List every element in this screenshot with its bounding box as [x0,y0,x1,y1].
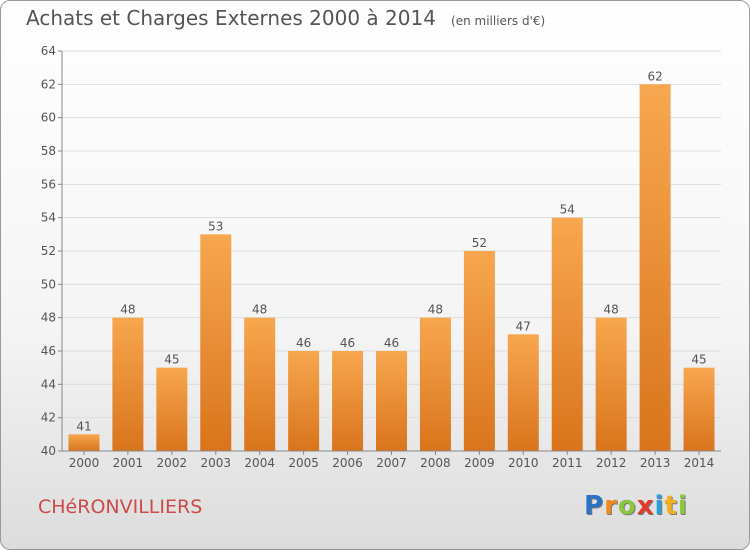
bar [507,334,539,451]
bar-value-label: 45 [691,353,706,367]
x-tick-label: 2010 [508,456,539,470]
x-tick-label: 2012 [596,456,627,470]
x-tick-label: 2014 [684,456,715,470]
bar [595,317,627,451]
x-tick-label: 2008 [420,456,451,470]
bar [376,351,407,451]
x-tick-label: 2004 [244,456,275,470]
title-row: Achats et Charges Externes 2000 à 2014 (… [26,6,545,30]
x-tick-label: 2005 [288,456,319,470]
x-tick-label: 2001 [113,456,144,470]
logo-letter: t [664,491,678,521]
y-tick-label: 52 [41,244,56,258]
bar [156,367,188,451]
bar-value-label: 62 [647,69,662,83]
bar [112,317,144,451]
x-tick-label: 2009 [464,456,495,470]
chart-title: Achats et Charges Externes 2000 à 2014 [26,6,436,30]
x-tick-label: 2007 [376,456,407,470]
y-tick-label: 58 [41,144,56,158]
logo-letter: r [604,491,618,521]
y-tick-label: 48 [41,311,56,325]
bars: 41 48 45 53 48 46 46 46 48 52 47 54 48 62 45 [68,69,715,451]
bar [332,351,364,451]
y-tick-label: 44 [41,377,56,391]
x-tick-label: 2013 [640,456,671,470]
bar [244,317,276,451]
bar-value-label: 54 [560,203,575,217]
x-tick-label: 2003 [200,456,231,470]
bar-value-label: 48 [604,303,619,317]
y-tick-label: 60 [41,111,56,125]
bar [683,367,715,451]
x-tick-label: 2000 [69,456,100,470]
bar [639,84,671,451]
logo-letter: i [677,491,688,521]
y-tick-label: 56 [41,177,56,191]
bar [463,251,495,451]
axes: 40 42 44 46 48 50 52 54 56 58 60 62 64 2000 2001 2002 20… [41,44,721,470]
commune-name: CHéRONVILLIERS [38,496,203,518]
y-tick-label: 64 [41,44,56,58]
logo-letter: P [584,491,605,521]
bar-value-label: 46 [384,336,399,350]
chart-subtitle: (en milliers d'€) [451,14,546,28]
proxiti-logo: Proxiti [584,491,688,521]
logo-letter: i [654,491,665,521]
bar-value-label: 46 [296,336,311,350]
bar-value-label: 41 [76,419,91,433]
bar [551,217,583,451]
bar-value-label: 46 [340,336,355,350]
bar-value-label: 45 [164,353,179,367]
y-tick-label: 46 [41,344,56,358]
y-tick-label: 40 [41,444,56,458]
x-tick-label: 2002 [157,456,188,470]
logo-letter: o [617,491,637,521]
bar-value-label: 48 [428,303,443,317]
y-tick-label: 62 [41,77,56,91]
bar-value-label: 52 [472,236,487,250]
y-tick-label: 42 [41,411,56,425]
y-tick-label: 50 [41,277,56,291]
bar [200,234,232,451]
bar-value-label: 48 [120,303,135,317]
logo-letter: x [636,491,655,521]
y-tick-label: 54 [41,211,56,225]
bar [68,434,100,451]
bar-value-label: 48 [252,303,267,317]
bar [419,317,451,451]
bar-value-label: 53 [208,219,223,233]
bar-value-label: 47 [516,319,531,333]
x-tick-label: 2011 [552,456,583,470]
bar [288,351,320,451]
x-tick-label: 2006 [332,456,363,470]
